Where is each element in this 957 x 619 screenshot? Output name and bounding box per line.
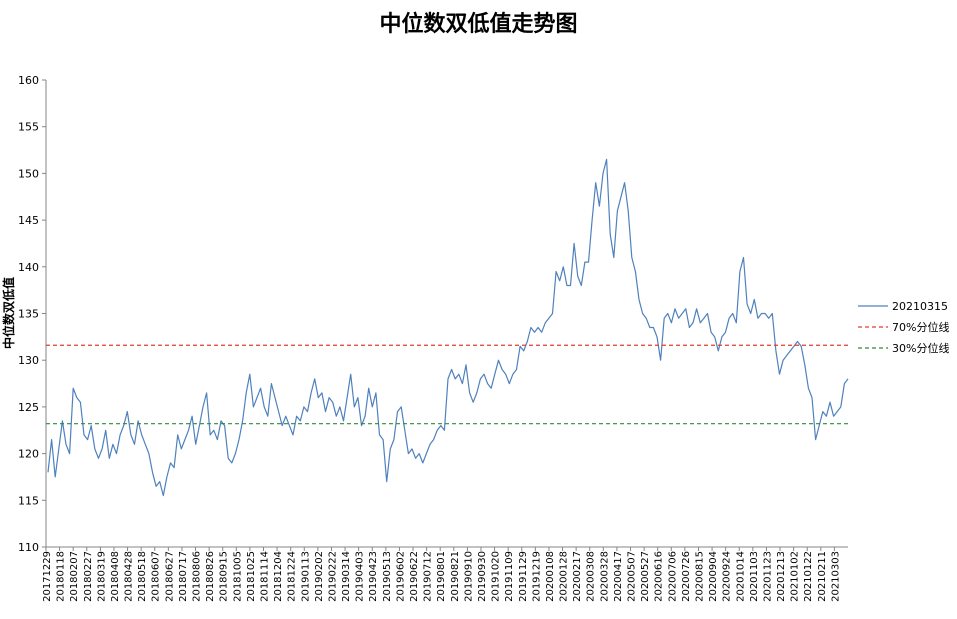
- x-tick-label: 20190423: [368, 551, 379, 602]
- series-line-0: [47, 158, 849, 497]
- x-tick-label: 20180428: [124, 551, 135, 602]
- x-tick-label: 20190602: [395, 551, 406, 602]
- y-tick-label: 110: [18, 541, 39, 554]
- x-tick-label: 20200108: [545, 551, 556, 602]
- x-tick-label: 20190930: [477, 551, 488, 602]
- x-tick-label: 20190821: [450, 551, 461, 602]
- x-tick-label: 20190403: [355, 551, 366, 602]
- x-tick-label: 20210303: [830, 551, 841, 602]
- x-tick-label: 20190513: [382, 551, 393, 602]
- x-tick-label: 20200128: [559, 551, 570, 602]
- y-tick-label: 125: [18, 401, 39, 414]
- x-tick-label: 20191020: [491, 551, 502, 602]
- x-tick-label: 20201014: [735, 551, 746, 602]
- x-tick-label: 20171229: [42, 551, 53, 602]
- x-tick-label: 20190314: [341, 551, 352, 602]
- x-tick-label: 20190202: [314, 551, 325, 602]
- x-tick-label: 20181224: [287, 551, 298, 602]
- x-tick-label: 20180915: [219, 551, 230, 602]
- x-tick-label: 20201123: [762, 551, 773, 602]
- x-tick-label: 20200815: [694, 551, 705, 602]
- x-tick-label: 20180227: [83, 551, 94, 602]
- x-tick-label: 20180627: [164, 551, 175, 602]
- x-tick-label: 20180207: [69, 551, 80, 602]
- y-tick-label: 155: [18, 121, 39, 134]
- x-tick-label: 20190622: [409, 551, 420, 602]
- y-tick-label: 130: [18, 354, 39, 367]
- series-layer: [46, 158, 849, 497]
- x-tick-label: 20200706: [667, 551, 678, 602]
- x-tick-label: 20200328: [599, 551, 610, 602]
- x-tick-label: 20180826: [205, 551, 216, 602]
- x-tick-label: 20210102: [790, 551, 801, 602]
- x-tick-label: 20181114: [259, 551, 270, 602]
- legend-label-1: 70%分位线: [892, 320, 949, 334]
- legend-label-0: 20210315: [892, 300, 948, 313]
- y-tick-label: 145: [18, 214, 39, 227]
- x-tick-label: 20200308: [586, 551, 597, 602]
- x-tick-label: 20191219: [531, 551, 542, 602]
- x-tick-label: 20210122: [803, 551, 814, 602]
- x-tick-label: 20190712: [423, 551, 434, 602]
- x-tick-label: 20181025: [246, 551, 257, 602]
- x-tick-label: 20190910: [463, 551, 474, 602]
- x-tick-label: 20200726: [681, 551, 692, 602]
- y-tick-label: 120: [18, 448, 39, 461]
- y-tick-label: 115: [18, 494, 39, 507]
- y-tick-label: 160: [18, 74, 39, 87]
- x-tick-label: 20201103: [749, 551, 760, 602]
- x-tick-label: 20190222: [327, 551, 338, 602]
- x-tick-label: 20181005: [232, 551, 243, 602]
- y-tick-label: 140: [18, 261, 39, 274]
- y-axis: 110 115 120 125 130 135 140 145 150 155 160: [18, 74, 46, 554]
- x-tick-label: 20180118: [56, 551, 67, 602]
- y-tick-label: 135: [18, 308, 39, 321]
- x-tick-label: 20191129: [518, 551, 529, 602]
- x-axis: 20171229 20180118 20180207 20180227 20180319…: [42, 547, 841, 602]
- x-tick-label: 20200527: [640, 551, 651, 602]
- x-tick-label: 20181204: [273, 551, 284, 602]
- x-tick-label: 20180806: [192, 551, 203, 602]
- x-tick-label: 20180717: [178, 551, 189, 602]
- chart-title: 中位数双低值走势图: [379, 12, 578, 37]
- x-tick-label: 20200507: [627, 551, 638, 602]
- x-tick-label: 20201213: [776, 551, 787, 602]
- x-tick-label: 20180518: [137, 551, 148, 602]
- x-tick-label: 20180607: [151, 551, 162, 602]
- x-tick-label: 20200616: [654, 551, 665, 602]
- x-tick-label: 20190113: [300, 551, 311, 602]
- y-axis-label: 中位数双低值: [1, 277, 16, 349]
- y-tick-label: 150: [18, 167, 39, 180]
- x-tick-label: 20180408: [110, 551, 121, 602]
- legend-label-2: 30%分位线: [892, 341, 949, 355]
- x-tick-label: 20200217: [572, 551, 583, 602]
- x-tick-label: 20180319: [96, 551, 107, 602]
- x-tick-label: 20190801: [436, 551, 447, 602]
- x-tick-label: 20200924: [722, 551, 733, 602]
- x-tick-label: 20191109: [504, 551, 515, 602]
- x-tick-label: 20210211: [817, 551, 828, 602]
- x-tick-label: 20200417: [613, 551, 624, 602]
- x-tick-label: 20200904: [708, 551, 719, 602]
- legend: 20210315 70%分位线 30%分位线: [858, 300, 949, 355]
